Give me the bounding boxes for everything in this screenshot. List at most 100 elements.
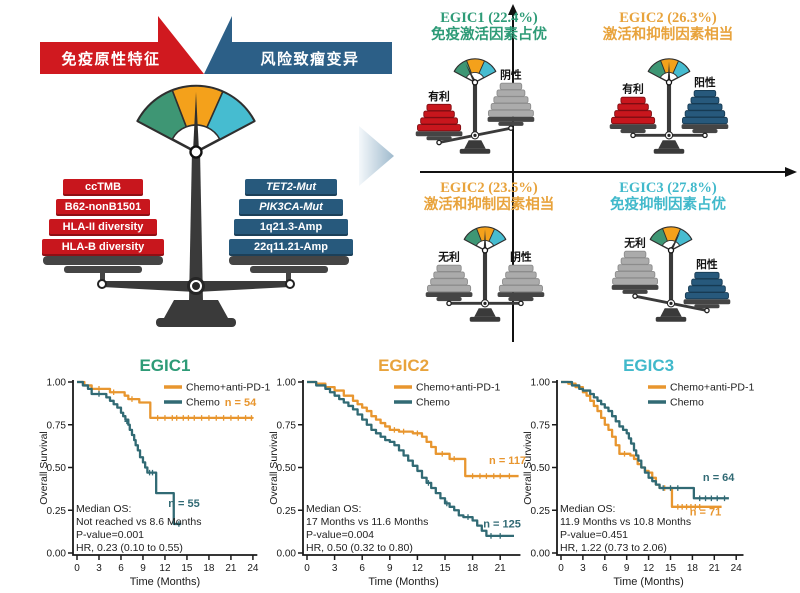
mini-pan-support — [508, 297, 534, 302]
weight-block — [684, 292, 729, 300]
mini-beam-joint — [702, 132, 708, 139]
censor-mark — [235, 415, 241, 421]
x-tick-label: 18 — [203, 563, 215, 574]
axes-spines — [556, 380, 744, 556]
mini-post — [668, 250, 674, 305]
gauge-pivot — [667, 247, 675, 254]
egic-quadrant-panel: EGIC1 (22.4%) 免疫激活因素占优 有利 阴性 EGIC2 (26.3%… — [408, 0, 800, 348]
censor-mark — [129, 396, 135, 402]
mini-pan-support — [622, 289, 648, 294]
censor-mark — [426, 480, 431, 486]
stats-annotation-line: P-value=0.001 — [76, 529, 144, 541]
weight-block — [684, 110, 726, 118]
y-tick-label: 0.50 — [277, 463, 297, 474]
weight-block — [682, 116, 728, 125]
mini-beam-joint — [518, 300, 524, 307]
y-tick-label: 0.25 — [531, 506, 551, 517]
pan-platform — [43, 256, 163, 265]
weight-block — [493, 96, 529, 104]
beam-right-arm — [196, 281, 290, 292]
mini-pan-support — [694, 304, 720, 309]
censor-mark — [243, 415, 248, 421]
km-plot-egic3: EGIC3 1.00 0.75 0.50 0.25 0.00 0 3 6 9 12 15 18 21 24 T… — [522, 356, 754, 588]
x-tick-label: 18 — [687, 563, 699, 574]
censor-mark — [96, 386, 102, 392]
x-tick-label: 21 — [225, 563, 237, 574]
stats-annotation-line: HR, 1.22 (0.73 to 2.06) — [560, 542, 667, 554]
mini-pan-platform — [609, 124, 657, 130]
x-tick-label: 6 — [359, 563, 365, 574]
pan-stem — [100, 273, 105, 281]
weight-block — [687, 103, 723, 111]
pan-support — [64, 266, 142, 273]
x-axis-label: Time (Months) — [368, 576, 439, 588]
censor-mark — [111, 389, 117, 396]
scale-post — [189, 150, 203, 302]
egic2b-title-line: EGIC2 (23.5%) — [440, 180, 538, 196]
censor-mark — [150, 469, 155, 476]
censor-mark — [186, 415, 191, 421]
y-tick-label: 0.00 — [47, 549, 67, 560]
axis-up-arrow-icon — [508, 4, 518, 15]
gauge-pivot — [471, 79, 479, 86]
pan-label: 有利 — [622, 83, 644, 96]
weight-block — [611, 116, 656, 125]
weight-block — [427, 284, 472, 293]
km-plot-egic1: EGIC1 1.00 0.75 0.50 0.25 0.00 0 3 6 9 12 15 18 21 24 T… — [38, 356, 270, 588]
weight-block — [433, 271, 465, 279]
scale-pedestal — [164, 300, 228, 318]
stats-annotation-line: P-value=0.451 — [560, 529, 628, 541]
egic2b-desc-line: 激活和抑制因素相当 — [423, 197, 555, 213]
n-count-label: n = 54 — [225, 397, 257, 409]
censor-mark — [221, 415, 226, 421]
mini-pan-platform — [415, 131, 463, 137]
censor-mark — [169, 415, 175, 421]
censor-mark — [497, 473, 503, 479]
censor-mark — [668, 485, 673, 491]
censor-mark — [228, 415, 234, 421]
x-tick-label: 0 — [558, 563, 564, 574]
x-tick-label: 12 — [643, 563, 655, 574]
censor-mark — [697, 504, 703, 510]
gauge-segment — [205, 90, 256, 141]
oncogenic-variant-item: PIK3CA-Mut — [239, 199, 343, 216]
gauge-pivot — [481, 247, 489, 254]
y-axis-label: Overall Survival — [268, 431, 280, 505]
mini-base — [459, 148, 491, 154]
y-axis-label: Overall Survival — [38, 431, 50, 505]
pan-label: 阳性 — [696, 258, 718, 271]
mini-beam-joint — [446, 300, 452, 307]
censor-mark — [714, 495, 720, 502]
y-tick-label: 1.00 — [531, 378, 551, 389]
censor-mark — [155, 415, 161, 421]
censor-mark — [507, 473, 512, 479]
censor-mark — [675, 504, 681, 510]
censor-mark — [708, 495, 714, 502]
weight-block — [496, 89, 526, 97]
weight-block — [612, 277, 658, 285]
mini-pan-support — [692, 129, 718, 134]
y-tick-label: 0.00 — [531, 549, 551, 560]
x-tick-label: 6 — [118, 563, 124, 574]
beam-center-ring — [190, 280, 202, 292]
n-count-label: n = 71 — [690, 506, 722, 518]
y-tick-label: 0.50 — [47, 463, 67, 474]
mini-pan-platform — [487, 116, 535, 122]
pan-label: 阴性 — [510, 251, 532, 264]
stats-annotation-line: Median OS: — [560, 503, 615, 515]
mini-post — [482, 250, 488, 305]
pan-label: 阴性 — [500, 69, 522, 82]
egic2a-title-line: EGIC2 (26.3%) — [619, 10, 717, 26]
censor-mark — [684, 504, 689, 510]
weight-block — [430, 278, 468, 286]
beam-right-joint — [285, 279, 295, 289]
stats-annotation-line: P-value=0.004 — [306, 529, 374, 541]
egic1-title-line: EGIC1 (22.4%) — [440, 10, 538, 26]
km-title: EGIC1 — [139, 356, 190, 375]
censor-mark — [688, 504, 694, 510]
censor-mark — [206, 415, 212, 421]
weight-block — [423, 110, 455, 118]
censor-mark — [477, 473, 483, 479]
y-tick-label: 0.25 — [47, 506, 67, 517]
oncogenic-banner-label: 风险致瘤变异 — [260, 51, 360, 68]
